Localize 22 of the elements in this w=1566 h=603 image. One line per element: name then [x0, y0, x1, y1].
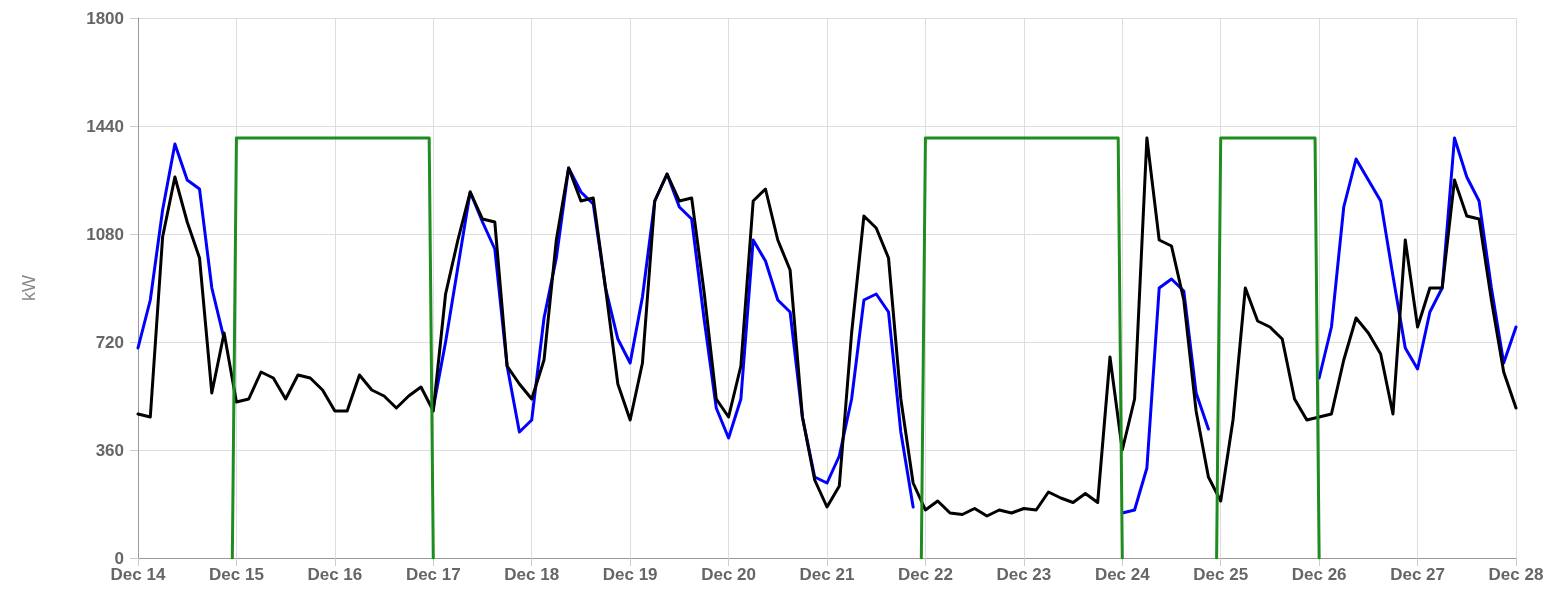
y-tick-label: 360 — [95, 440, 124, 460]
y-tick-label: 1800 — [86, 8, 124, 28]
y-tick-label: 1440 — [86, 116, 124, 136]
x-tick-label: Dec 20 — [701, 565, 756, 584]
x-tick-label: Dec 16 — [307, 565, 363, 584]
y-axis-title: kW — [19, 275, 39, 301]
x-tick-label: Dec 23 — [996, 565, 1052, 584]
x-tick-label: Dec 21 — [799, 565, 855, 584]
y-tick-label: 0 — [114, 548, 124, 568]
x-tick-label: Dec 26 — [1291, 565, 1347, 584]
x-tick-label: Dec 22 — [898, 565, 953, 584]
x-tick-label: Dec 14 — [110, 565, 166, 584]
x-tick-label: Dec 28 — [1488, 565, 1544, 584]
x-tick-label: Dec 18 — [504, 565, 560, 584]
y-tick-label: 720 — [95, 332, 124, 352]
x-tick-label: Dec 15 — [209, 565, 264, 584]
x-tick-label: Dec 17 — [405, 565, 461, 584]
x-tick-label: Dec 25 — [1193, 565, 1249, 584]
x-tick-label: Dec 24 — [1094, 565, 1151, 584]
x-tick-label: Dec 27 — [1390, 565, 1445, 584]
y-tick-label: 1080 — [86, 224, 124, 244]
x-tick-label: Dec 19 — [602, 565, 658, 584]
